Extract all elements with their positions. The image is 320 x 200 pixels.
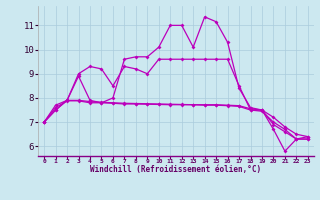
X-axis label: Windchill (Refroidissement éolien,°C): Windchill (Refroidissement éolien,°C)	[91, 165, 261, 174]
